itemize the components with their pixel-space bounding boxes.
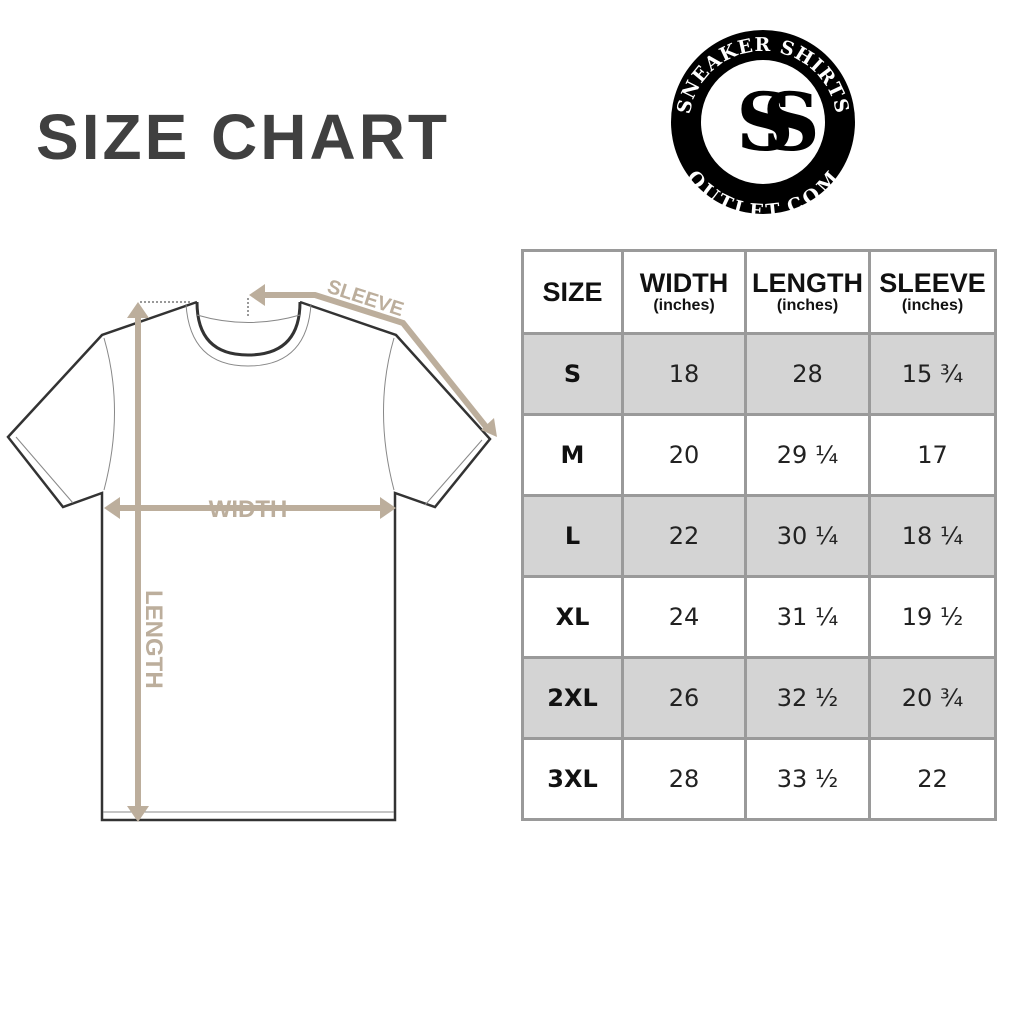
size-cell: M — [521, 413, 624, 497]
size-table: SIZE WIDTH (inches) LENGTH (inches) SLEEVE… — [521, 249, 997, 821]
measurement-arrows — [104, 284, 497, 822]
width-cell: 28 — [621, 737, 747, 821]
sleeve-cell: 17 — [868, 413, 997, 497]
header-length: LENGTH (inches) — [744, 249, 871, 335]
brand-logo: SNEAKER SHIRTS OUTLET.COM SS — [671, 30, 855, 223]
header-width: WIDTH (inches) — [621, 249, 747, 335]
page-title: SIZE CHART — [36, 101, 450, 173]
table-row: S 18 28 15 ¾ — [521, 332, 997, 416]
sleeve-cell: 20 ¾ — [868, 656, 997, 740]
sleeve-cell: 15 ¾ — [868, 332, 997, 416]
width-cell: 22 — [621, 494, 747, 578]
sleeve-cell: 19 ½ — [868, 575, 997, 659]
table-row: XL 24 31 ¼ 19 ½ — [521, 575, 997, 659]
size-cell: 2XL — [521, 656, 624, 740]
header-sleeve: SLEEVE (inches) — [868, 249, 997, 335]
tshirt-outline — [6, 300, 492, 822]
length-cell: 33 ½ — [744, 737, 871, 821]
width-label: WIDTH — [209, 496, 288, 523]
size-cell: 3XL — [521, 737, 624, 821]
width-cell: 24 — [621, 575, 747, 659]
length-cell: 32 ½ — [744, 656, 871, 740]
header-size: SIZE — [521, 249, 624, 335]
table-row: 3XL 28 33 ½ 22 — [521, 737, 997, 821]
length-label: LENGTH — [140, 590, 167, 689]
width-cell: 20 — [621, 413, 747, 497]
sleeve-cell: 22 — [868, 737, 997, 821]
size-cell: S — [521, 332, 624, 416]
size-cell: L — [521, 494, 624, 578]
width-cell: 26 — [621, 656, 747, 740]
width-cell: 18 — [621, 332, 747, 416]
table-header-row: SIZE WIDTH (inches) LENGTH (inches) SLEEVE… — [521, 249, 997, 335]
table-row: M 20 29 ¼ 17 — [521, 413, 997, 497]
length-cell: 28 — [744, 332, 871, 416]
length-cell: 31 ¼ — [744, 575, 871, 659]
length-cell: 30 ¼ — [744, 494, 871, 578]
table-row: 2XL 26 32 ½ 20 ¾ — [521, 656, 997, 740]
table-row: L 22 30 ¼ 18 ¼ — [521, 494, 997, 578]
size-cell: XL — [521, 575, 624, 659]
length-cell: 29 ¼ — [744, 413, 871, 497]
sleeve-cell: 18 ¼ — [868, 494, 997, 578]
